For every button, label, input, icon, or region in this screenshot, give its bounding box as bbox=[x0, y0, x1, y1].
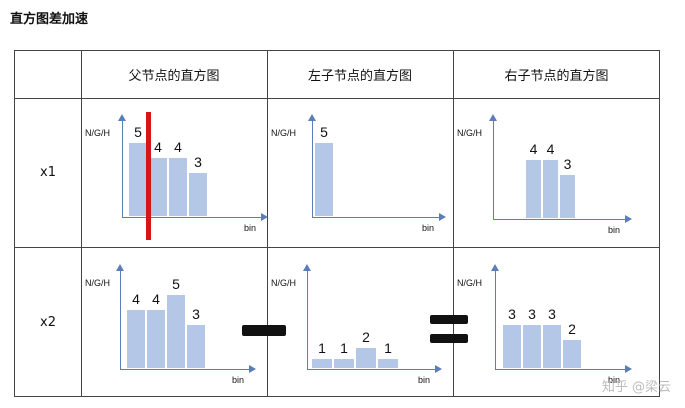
bar-value-label: 3 bbox=[194, 154, 202, 170]
row-divider bbox=[15, 98, 659, 99]
bar-value-label: 3 bbox=[528, 306, 536, 322]
histogram-bar bbox=[311, 358, 333, 369]
histogram-bar bbox=[502, 324, 522, 369]
histogram-bar bbox=[148, 157, 168, 217]
bar-value-label: 3 bbox=[508, 306, 516, 322]
y-axis-label: N/G/H bbox=[457, 128, 483, 138]
histogram-bar bbox=[559, 174, 576, 219]
histogram-bar bbox=[522, 324, 542, 369]
x-axis bbox=[493, 215, 632, 223]
x-axis bbox=[307, 365, 442, 373]
y-axis bbox=[489, 114, 497, 219]
histogram-bar bbox=[314, 142, 334, 217]
x-axis bbox=[122, 213, 268, 221]
bar-value-label: 1 bbox=[384, 340, 392, 356]
bar-value-label: 4 bbox=[154, 139, 162, 155]
histogram-bar bbox=[166, 294, 186, 369]
y-axis bbox=[118, 114, 126, 217]
histogram-bar bbox=[355, 347, 377, 369]
watermark: 知乎 @梁云 bbox=[601, 380, 671, 395]
bar-value-label: 1 bbox=[340, 340, 348, 356]
histogram-bar bbox=[542, 324, 562, 369]
bar-value-label: 5 bbox=[134, 124, 142, 140]
bar-value-label: 4 bbox=[529, 141, 538, 157]
header-parent-histogram: 父节点的直方图 bbox=[128, 69, 220, 84]
bar-value-label: 4 bbox=[174, 139, 182, 155]
x-axis-label: bin bbox=[608, 225, 621, 235]
bar-value-label: 5 bbox=[172, 276, 180, 292]
histogram-bar bbox=[525, 159, 542, 219]
bar-value-label: 4 bbox=[132, 291, 140, 307]
bar-value-label: 3 bbox=[563, 156, 572, 172]
row-label-x2: x2 bbox=[40, 314, 56, 330]
x-axis bbox=[120, 365, 256, 373]
histogram-bar bbox=[377, 358, 399, 369]
bar-value-label: 2 bbox=[362, 329, 370, 345]
row-label-x1: x1 bbox=[40, 165, 56, 180]
y-axis-label: N/G/H bbox=[271, 278, 297, 288]
x-axis-label: bin bbox=[422, 223, 435, 233]
equals-sign-bottom bbox=[430, 334, 468, 343]
x-axis-label: bin bbox=[244, 223, 257, 233]
bar-value-label: 3 bbox=[192, 306, 200, 322]
histogram-bar bbox=[128, 142, 148, 217]
histogram-bar bbox=[542, 159, 559, 219]
page-title: 直方图差加速 bbox=[10, 12, 89, 27]
histogram-bar bbox=[146, 309, 166, 369]
histogram-bar bbox=[186, 324, 206, 369]
column-divider bbox=[453, 51, 454, 396]
minus-sign bbox=[242, 325, 286, 336]
bar-value-label: 4 bbox=[152, 291, 160, 307]
bar-value-label: 4 bbox=[546, 141, 555, 157]
y-axis bbox=[308, 114, 316, 217]
column-divider bbox=[81, 51, 82, 396]
x-axis bbox=[312, 213, 446, 221]
histogram-bar bbox=[126, 309, 146, 369]
bar-value-label: 3 bbox=[548, 306, 556, 322]
split-point-line bbox=[146, 112, 151, 240]
y-axis bbox=[303, 264, 311, 369]
x-axis-label: bin bbox=[608, 375, 621, 385]
y-axis bbox=[491, 264, 499, 369]
row-divider bbox=[15, 247, 659, 248]
column-divider bbox=[267, 51, 268, 396]
x-axis-label: bin bbox=[418, 375, 431, 385]
bar-value-label: 5 bbox=[320, 124, 328, 140]
equals-sign-top bbox=[430, 315, 468, 324]
header-left-child-histogram: 左子节点的直方图 bbox=[307, 69, 412, 84]
histogram-bar bbox=[188, 172, 208, 217]
histogram-table: 父节点的直方图 左子节点的直方图 右子节点的直方图 x1 x2 bbox=[14, 50, 660, 397]
histogram-bar bbox=[562, 339, 582, 369]
histogram-bar bbox=[168, 157, 188, 217]
bar-value-label: 1 bbox=[318, 340, 326, 356]
header-right-child-histogram: 右子节点的直方图 bbox=[504, 69, 609, 84]
x-axis-label: bin bbox=[232, 375, 245, 385]
histogram-bar bbox=[333, 358, 355, 369]
y-axis-label: N/G/H bbox=[457, 278, 483, 288]
y-axis-label: N/G/H bbox=[271, 128, 297, 138]
y-axis-label: N/G/H bbox=[85, 278, 111, 288]
x-axis bbox=[495, 365, 632, 373]
bar-value-label: 2 bbox=[568, 321, 576, 337]
y-axis-label: N/G/H bbox=[85, 128, 111, 138]
y-axis bbox=[116, 264, 124, 369]
